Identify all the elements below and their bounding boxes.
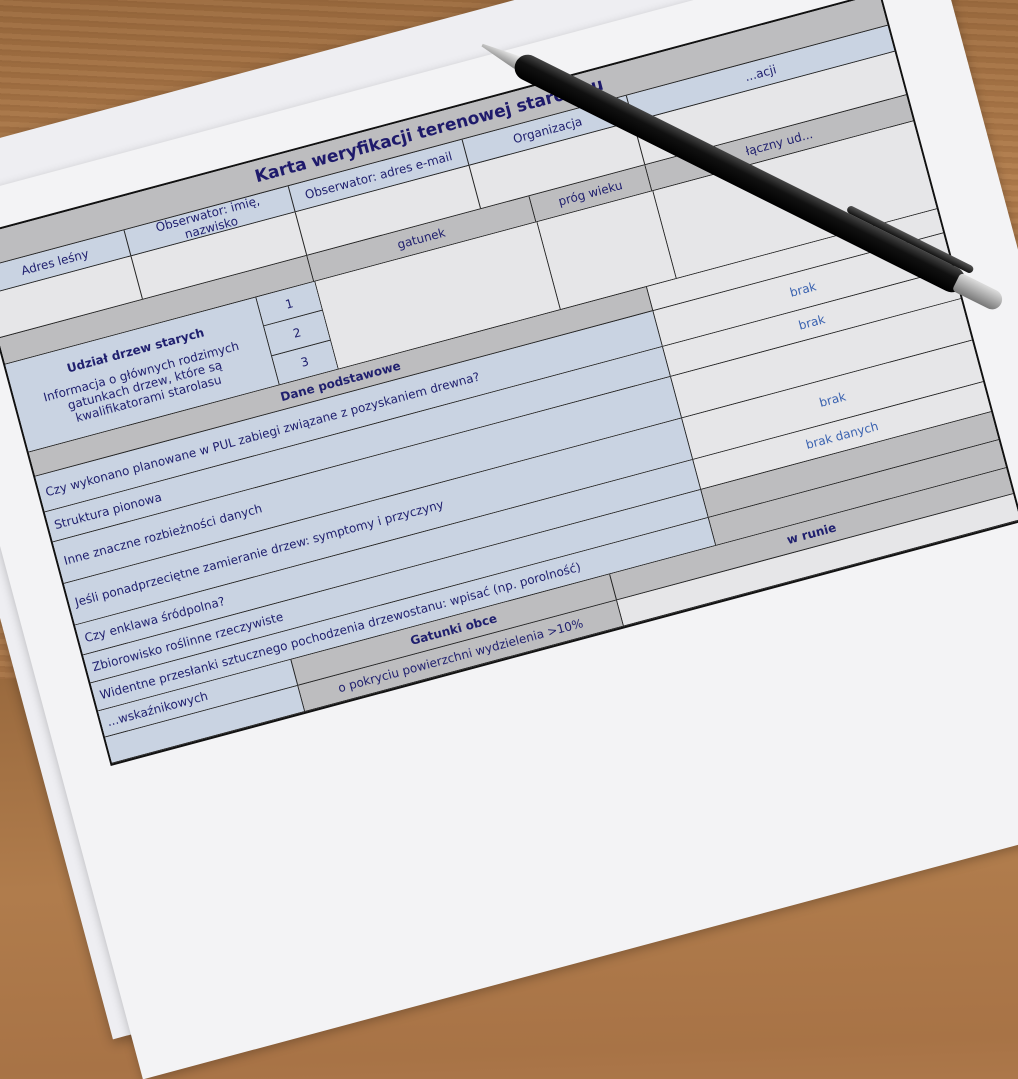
paper-sheet: Karta weryfikacji terenowej starolasu Ad… bbox=[0, 0, 1018, 1079]
